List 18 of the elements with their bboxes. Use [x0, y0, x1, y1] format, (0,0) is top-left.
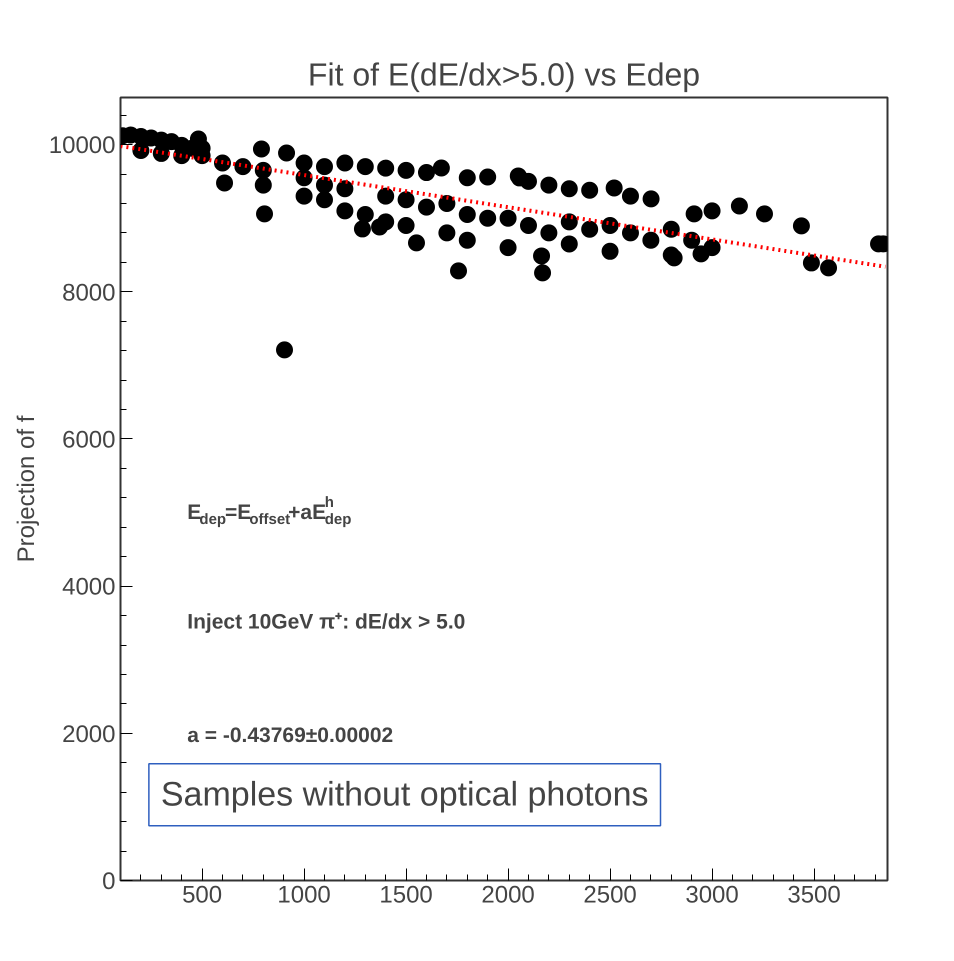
x-tick-label: 2500 [583, 882, 637, 908]
y-axis-title: Projection of f [12, 415, 40, 562]
x-tick-label: 3500 [787, 882, 841, 908]
chart-title: Fit of E(dE/dx>5.0) vs Edep [308, 56, 700, 92]
x-tick-label: 3000 [685, 882, 739, 908]
x-tick-label: 500 [182, 882, 222, 908]
annotation: Inject 10GeV π⁺: dE/dx > 5.0 [187, 610, 466, 634]
annotation: a = -0.43769±0.00002 [187, 724, 394, 748]
x-tick-label: 1500 [379, 882, 433, 908]
annotation: Samples without optical photons [160, 776, 649, 814]
y-tick-label: 4000 [62, 574, 116, 601]
y-tick-label: 2000 [62, 720, 116, 748]
y-tick-label: 10000 [48, 132, 116, 160]
x-tick-label: 1000 [277, 882, 331, 908]
y-tick-label: 0 [102, 868, 116, 895]
y-tick-label: 8000 [62, 279, 116, 306]
x-tick-label: 2000 [481, 882, 535, 908]
y-tick-label: 6000 [62, 426, 116, 454]
